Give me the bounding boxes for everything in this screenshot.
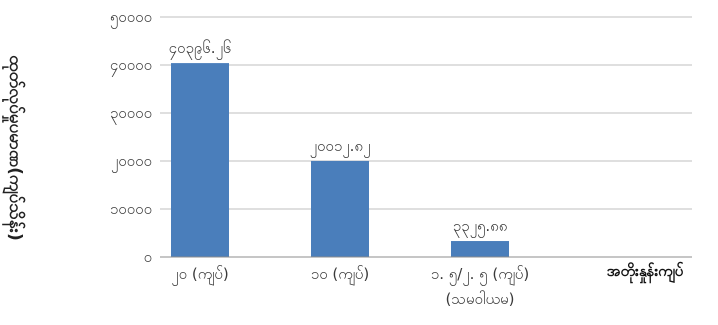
y-tick-label: ၁၀၀၀၀ [110,200,152,218]
category-label: (သမဝါယမ) [446,290,515,308]
data-label: ၄၀၃၉၆.၂၆ [169,39,232,60]
bar [451,241,509,257]
bars [171,63,509,257]
bar [171,63,229,257]
x-axis-label: အတိုးနှုန်းကျပ် [607,261,685,284]
y-axis-label: ထုတ်လုပ်မှုပမာဏ(ကျပ်သိန်း) [1,55,27,240]
category-label: ၁၀ (ကျပ်) [311,265,369,286]
category-labels: ၂၀ (ကျပ်) ၁၀ (ကျပ်) ၁. ၅/၂. ၅ (ကျပ်) (သမဝါယ… [171,265,529,308]
category-label: ၁. ၅/၂. ၅ (ကျပ်) [431,265,529,286]
bar [311,160,369,257]
y-tick-label: ၅၀၀၀၀ [110,8,152,29]
data-label: ၃၃၂၅.၈၈ [453,217,508,238]
y-tick-label: ၄၀၀၀၀ [110,56,152,77]
y-tick-label: ၀ [144,248,152,266]
grid-lines [160,16,692,210]
y-tick-labels: ၀ ၁၀၀၀၀ ၂၀၀၀၀ ၃၀၀၀၀ ၄၀၀၀၀ ၅၀၀၀၀ [110,8,152,266]
y-tick-label: ၂၀၀၀၀ [111,152,152,173]
y-tick-label: ၃၀၀၀၀ [110,104,152,125]
data-label: ၂၀၀၁၂.၈၂ [310,137,371,158]
category-label: ၂၀ (ကျပ်) [171,265,228,286]
